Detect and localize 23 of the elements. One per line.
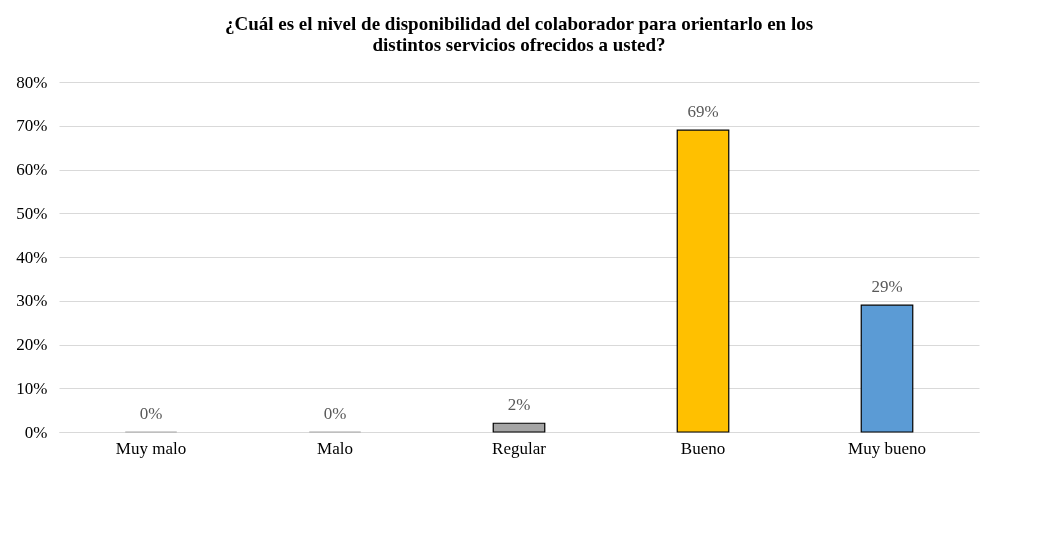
data-label: 0% bbox=[139, 404, 163, 423]
y-tick-label: 50% bbox=[16, 203, 48, 223]
bar bbox=[676, 129, 730, 433]
data-label: 29% bbox=[871, 277, 903, 297]
data-label: 0% bbox=[323, 404, 347, 423]
x-tick-label: Bueno bbox=[680, 438, 726, 458]
y-tick-label: 80% bbox=[16, 72, 48, 92]
y-tick-label: 10% bbox=[16, 378, 48, 398]
x-tick-label: Regular bbox=[492, 438, 547, 458]
y-tick-label: 20% bbox=[16, 335, 48, 354]
bar bbox=[860, 304, 914, 433]
chart-title: ¿Cuál es el nivel de disponibilidad del colaborador para orientarlo en los distintos servicios ofrecidos a usted? bbox=[224, 13, 814, 55]
x-tick-label: Muy malo bbox=[115, 438, 187, 458]
data-label: 2% bbox=[507, 395, 531, 415]
x-tick-label: Muy bueno bbox=[848, 438, 926, 458]
y-tick-label: 40% bbox=[16, 247, 48, 267]
x-tick-label: Malo bbox=[317, 438, 353, 458]
y-tick-label: 60% bbox=[16, 160, 48, 179]
y-tick-label: 70% bbox=[16, 116, 48, 136]
data-label: 69% bbox=[687, 102, 719, 122]
y-tick-label: 30% bbox=[16, 291, 48, 311]
bar bbox=[492, 422, 546, 433]
y-tick-label: 0% bbox=[24, 422, 48, 442]
